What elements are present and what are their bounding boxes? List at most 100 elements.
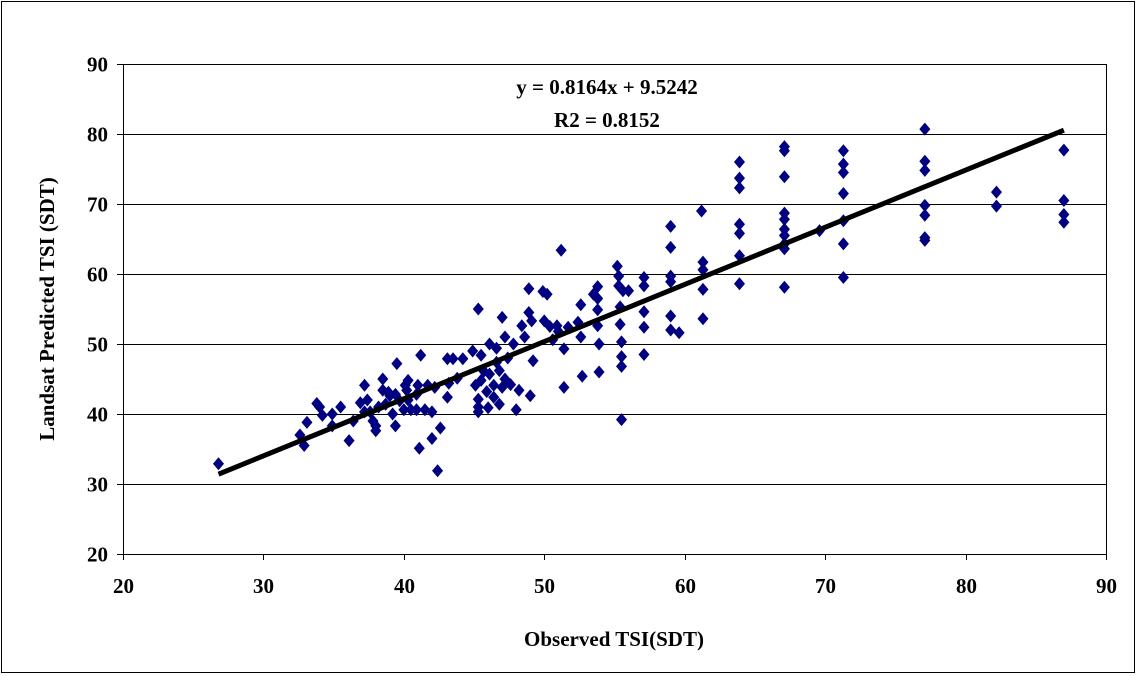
- data-point: [615, 413, 628, 427]
- data-point: [990, 199, 1002, 213]
- y-tick-label-30: 30: [87, 473, 108, 497]
- data-point: [301, 415, 313, 429]
- r-squared-label: R2 = 0.8152: [554, 108, 660, 132]
- data-point: [837, 237, 849, 251]
- data-point: [475, 348, 487, 362]
- data-point: [638, 348, 650, 361]
- data-point: [410, 403, 423, 417]
- data-point: [733, 217, 746, 231]
- axes: [117, 64, 1107, 560]
- data-point: [919, 198, 931, 212]
- data-point: [541, 287, 553, 301]
- data-point: [544, 320, 556, 333]
- x-tick-label-20: 20: [113, 574, 134, 598]
- y-axis-title: Landsat Predicted TSI (SDT): [35, 177, 59, 441]
- data-point: [488, 378, 500, 392]
- data-point: [778, 229, 790, 242]
- x-tick-label-80: 80: [956, 574, 977, 598]
- data-point: [837, 144, 849, 158]
- data-point: [778, 212, 790, 226]
- data-point: [457, 352, 469, 366]
- data-point: [519, 330, 531, 344]
- data-point: [441, 390, 453, 404]
- trendline-equation: y = 0.8164x + 9.5242: [516, 75, 697, 99]
- y-tick-label-40: 40: [87, 403, 108, 427]
- data-point: [326, 407, 338, 421]
- data-point: [472, 392, 484, 406]
- data-point: [697, 282, 709, 296]
- data-point: [697, 312, 709, 326]
- data-point: [665, 309, 677, 323]
- data-point: [665, 275, 677, 289]
- data-point: [482, 401, 494, 415]
- x-tick-label-90: 90: [1096, 574, 1117, 598]
- data-point: [623, 284, 635, 298]
- data-point: [919, 208, 931, 222]
- data-point: [526, 314, 538, 328]
- data-point: [472, 302, 484, 316]
- data-point: [733, 181, 746, 195]
- data-point: [426, 432, 438, 445]
- data-point: [483, 367, 496, 381]
- data-point: [617, 284, 629, 298]
- x-tick-label-60: 60: [675, 574, 696, 598]
- data-point: [402, 393, 414, 407]
- data-point: [335, 400, 347, 414]
- data-point: [697, 263, 709, 277]
- data-point: [507, 337, 519, 351]
- data-points: [212, 122, 1070, 478]
- trendline-layer: [217, 127, 1065, 477]
- data-point: [733, 171, 746, 185]
- data-point: [837, 166, 849, 179]
- data-point: [592, 292, 604, 305]
- tick-labels: 20 30 40 50 60 70 80 90 20 30 40 50 60 70 80 90: [87, 53, 1117, 599]
- data-point: [614, 317, 626, 331]
- y-tick-label-70: 70: [87, 193, 108, 217]
- data-point: [558, 342, 570, 356]
- data-point: [638, 279, 650, 293]
- data-point: [611, 259, 623, 273]
- data-point: [733, 277, 746, 291]
- data-point: [441, 352, 453, 366]
- data-point: [294, 428, 306, 442]
- data-point: [615, 335, 628, 349]
- data-point: [696, 204, 708, 218]
- data-point: [426, 405, 438, 419]
- data-point: [919, 233, 931, 247]
- data-point: [359, 378, 371, 392]
- data-point: [513, 383, 525, 397]
- data-point: [391, 357, 403, 371]
- data-point: [405, 403, 417, 417]
- data-point: [778, 280, 790, 294]
- data-point: [472, 405, 484, 419]
- data-point: [592, 280, 604, 294]
- trendline: [217, 127, 1065, 477]
- data-point: [432, 464, 444, 478]
- data-point: [447, 352, 459, 366]
- y-tick-label-60: 60: [87, 263, 108, 287]
- data-point: [575, 298, 587, 312]
- data-point: [402, 373, 414, 387]
- data-point: [593, 337, 605, 351]
- data-point: [370, 424, 382, 438]
- data-point: [413, 441, 425, 455]
- data-point: [837, 157, 849, 171]
- data-point: [524, 389, 536, 403]
- data-point: [615, 350, 628, 364]
- data-point: [733, 226, 746, 240]
- data-point: [481, 385, 493, 399]
- data-point: [212, 457, 225, 471]
- data-point: [1058, 208, 1070, 221]
- data-point: [665, 219, 677, 233]
- data-point: [593, 365, 605, 379]
- data-point: [387, 407, 399, 421]
- x-tick-label-40: 40: [394, 574, 415, 598]
- y-tick-label-50: 50: [87, 333, 108, 357]
- data-point: [401, 383, 413, 397]
- data-point: [510, 403, 522, 417]
- data-point: [778, 170, 790, 184]
- x-tick-label-70: 70: [815, 574, 836, 598]
- data-point: [523, 282, 535, 296]
- data-point: [316, 408, 328, 422]
